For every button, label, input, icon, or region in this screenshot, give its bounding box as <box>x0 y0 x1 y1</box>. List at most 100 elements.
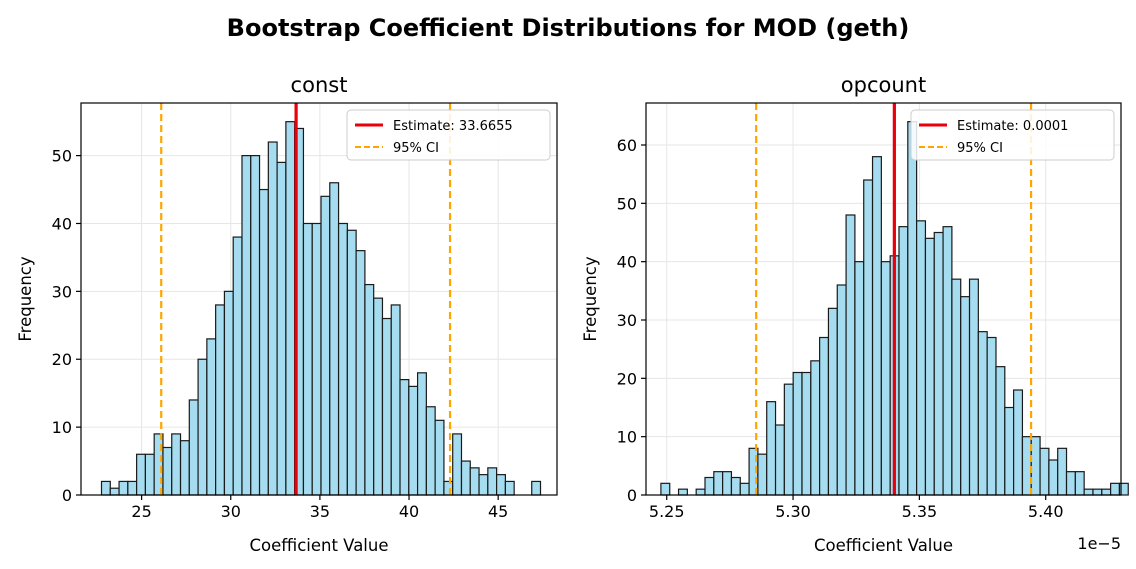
histogram-bar <box>364 283 375 496</box>
histogram-bar <box>390 304 401 496</box>
axes-frame <box>645 102 1122 496</box>
histogram-bar <box>713 471 724 496</box>
histogram-bar <box>276 161 287 496</box>
y-tick-label: 10 <box>52 418 72 437</box>
histogram-bar <box>425 406 436 496</box>
histogram-bar <box>1101 488 1112 496</box>
histogram-bar <box>774 424 785 496</box>
y-axis-label: Frequency <box>581 256 600 341</box>
x-tick-label: 5.35 <box>902 502 938 521</box>
histogram-bar <box>1030 436 1041 496</box>
histogram-bar <box>1065 471 1076 496</box>
histogram-bar <box>995 366 1006 496</box>
x-tick-label: 5.40 <box>1028 502 1064 521</box>
histogram-bar <box>1092 488 1103 496</box>
histogram-bar <box>337 222 348 496</box>
histogram-bar <box>267 141 278 496</box>
legend-ci-label: 95% CI <box>393 141 439 156</box>
histogram-bar <box>845 214 856 496</box>
histogram-bar <box>898 226 909 496</box>
histogram-bar <box>443 480 454 496</box>
x-tick-label: 35 <box>310 502 330 521</box>
chart-title: opcount <box>841 73 926 97</box>
histogram-bar <box>100 480 111 496</box>
legend-ci-label: 95% CI <box>957 141 1003 156</box>
legend-box <box>346 109 551 161</box>
histogram-bar <box>162 446 173 496</box>
histogram-bar <box>355 250 366 496</box>
y-tick-label: 20 <box>617 369 637 388</box>
y-tick-label: 0 <box>62 486 72 505</box>
chart-title: const <box>291 73 348 97</box>
histogram-bar <box>827 307 838 496</box>
histogram-bar <box>320 195 331 496</box>
histogram-bar <box>469 467 480 496</box>
x-tick-label: 45 <box>488 502 508 521</box>
legend-estimate-label: Estimate: 33.6655 <box>393 119 513 134</box>
histogram-bar <box>677 488 688 496</box>
histogram-bar <box>223 290 234 496</box>
histogram-bar <box>916 220 927 496</box>
y-tick-label: 0 <box>627 486 637 505</box>
histogram-bar <box>487 467 498 496</box>
y-tick-label: 50 <box>617 194 637 213</box>
histogram-bar <box>206 338 217 496</box>
histogram-bar <box>258 188 269 496</box>
histogram-bar <box>968 278 979 496</box>
y-tick-label: 30 <box>52 282 72 301</box>
histogram-bar <box>144 453 155 496</box>
histogram-bar <box>399 379 410 496</box>
histogram-bar <box>232 236 243 496</box>
histogram-bar <box>695 488 706 496</box>
histogram-bar <box>416 372 427 496</box>
histogram-bar <box>880 261 891 496</box>
histogram-bar <box>452 433 463 496</box>
histogram-bar <box>311 222 322 496</box>
histogram-bar <box>722 471 733 496</box>
histogram-bar <box>704 476 715 496</box>
x-offset-label: 1e−5 <box>1077 534 1121 553</box>
y-tick-label: 40 <box>52 214 72 233</box>
histogram-bar <box>153 433 164 496</box>
y-tick-label: 60 <box>617 136 637 155</box>
histogram-bar <box>836 284 847 496</box>
histogram-bar <box>1004 406 1015 496</box>
x-tick-label: 40 <box>399 502 419 521</box>
histogram-bar <box>478 474 489 496</box>
histogram-bar <box>215 304 226 496</box>
histogram-bar <box>346 229 357 496</box>
histogram-bar <box>766 401 777 496</box>
histogram-bar <box>171 433 182 496</box>
histogram-bar <box>1039 447 1050 496</box>
y-tick-label: 20 <box>52 350 72 369</box>
histogram-bar <box>188 399 199 496</box>
x-tick-label: 25 <box>131 502 151 521</box>
legend-estimate-label: Estimate: 0.0001 <box>957 119 1068 134</box>
histogram-bar <box>739 482 750 496</box>
histogram-bar <box>810 360 821 496</box>
y-tick-label: 30 <box>617 311 637 330</box>
histogram-bar <box>933 231 944 496</box>
histogram-bar <box>127 480 138 496</box>
histogram-bar <box>531 480 542 496</box>
histogram-bar <box>408 385 419 496</box>
histogram-bar <box>924 237 935 496</box>
histogram-bar <box>1048 459 1059 496</box>
histogram-bar <box>1021 436 1032 496</box>
histogram-bar <box>960 296 971 496</box>
axes-frame <box>80 102 558 496</box>
histogram-bar <box>1083 488 1094 496</box>
histogram-bar <box>1118 482 1129 496</box>
histogram-bar <box>757 453 768 496</box>
histogram-bar <box>942 226 953 496</box>
histogram-bar <box>660 482 671 496</box>
figure-suptitle: Bootstrap Coefficient Distributions for … <box>227 14 910 42</box>
histogram-bar <box>285 121 296 496</box>
histogram-bar <box>871 156 882 496</box>
y-axis-label: Frequency <box>16 256 35 341</box>
histogram-bar <box>504 480 515 496</box>
histogram-bar <box>730 476 741 496</box>
histogram-bar <box>136 453 147 496</box>
histogram-bar <box>801 371 812 496</box>
